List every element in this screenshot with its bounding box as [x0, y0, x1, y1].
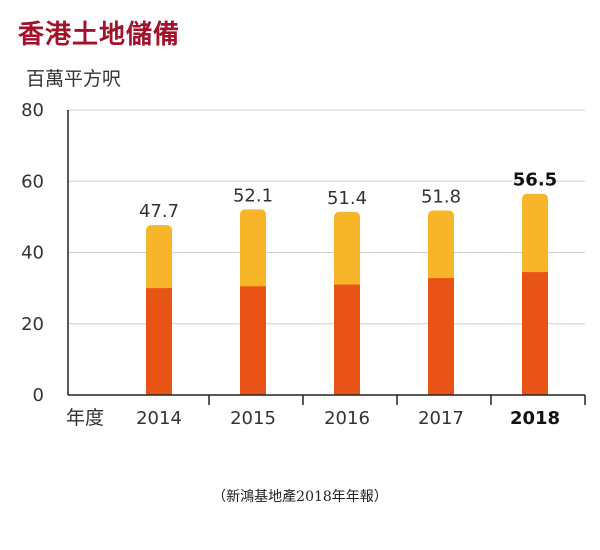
bar-upper-segment	[522, 193, 548, 279]
bar-total-label: 56.5	[513, 170, 557, 191]
y-axis-unit-label: 百萬平方呎	[26, 68, 122, 90]
bar-lower-segment	[522, 272, 548, 395]
axes	[67, 110, 586, 405]
bars	[146, 193, 548, 395]
y-tick-label: 60	[21, 171, 44, 192]
bar-lower-segment	[334, 284, 360, 395]
x-tick-label: 2016	[324, 408, 370, 429]
labels: 0 20 40 60 80 年度 47.7 2014 52.1 2015 51.4 2016 51.8 2…	[21, 100, 560, 429]
bar-upper-segment	[146, 225, 172, 295]
x-tick-label: 2014	[136, 408, 182, 429]
bar-upper-segment	[334, 211, 360, 291]
y-tick-label: 0	[33, 385, 44, 406]
bar-total-label: 51.8	[421, 186, 461, 207]
bar-upper-segment	[240, 209, 266, 293]
y-tick-label: 40	[21, 243, 44, 264]
bar-lower-segment	[428, 278, 454, 395]
y-tick-label: 80	[21, 100, 44, 121]
bar-chart: 0 20 40 60 80 年度 47.7 2014 52.1 2015 51.4 2016 51.8 2…	[21, 100, 586, 429]
bar-lower-segment	[240, 286, 266, 395]
bar-total-label: 47.7	[139, 201, 179, 222]
bar-upper-segment	[428, 210, 454, 285]
bar-total-label: 52.1	[233, 185, 273, 206]
x-tick-label: 2017	[418, 408, 464, 429]
x-tick-label: 2015	[230, 408, 276, 429]
x-tick-label: 2018	[510, 408, 560, 429]
x-axis-label: 年度	[66, 407, 104, 429]
bar-lower-segment	[146, 288, 172, 395]
bar-total-label: 51.4	[327, 188, 367, 209]
chart-title: 香港土地儲備	[18, 20, 181, 50]
source-note: （新鴻基地產2018年年報）	[212, 489, 388, 505]
y-tick-label: 20	[21, 314, 44, 335]
